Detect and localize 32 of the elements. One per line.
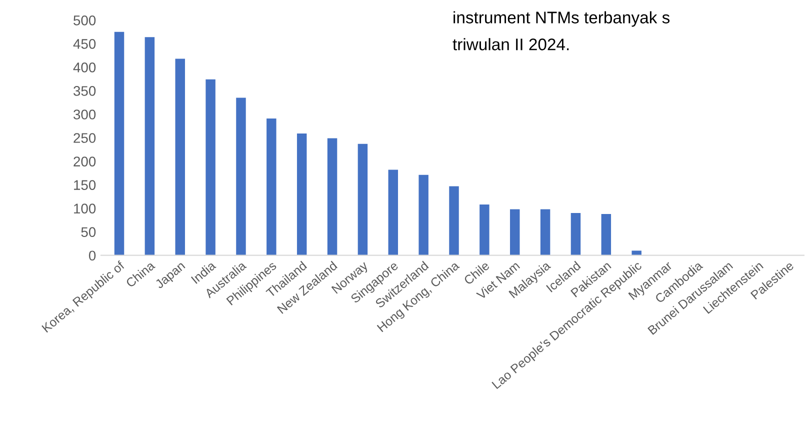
bar	[388, 170, 398, 256]
bar	[327, 138, 338, 256]
y-tick-label: 400	[73, 62, 96, 72]
bar	[206, 79, 216, 256]
y-tick-label: 150	[74, 180, 96, 190]
y-tick-label: 250	[74, 133, 96, 143]
y-tick-label: 0	[88, 250, 96, 261]
y-tick-label: 350	[74, 86, 96, 96]
bar	[601, 214, 612, 256]
y-tick-label: 450	[73, 39, 96, 49]
bar	[632, 250, 642, 256]
bar	[449, 186, 459, 256]
y-tick-label: 200	[74, 156, 96, 166]
bar	[510, 209, 520, 256]
bar	[236, 98, 246, 256]
y-tick-label: 50	[81, 227, 96, 238]
bar	[540, 209, 550, 256]
y-tick-label: 100	[74, 204, 96, 214]
bar	[114, 32, 124, 256]
bar	[570, 213, 581, 256]
bar	[175, 58, 185, 256]
bar	[480, 204, 490, 256]
bar	[358, 144, 368, 256]
bar	[296, 134, 307, 256]
y-tick-label: 500	[74, 15, 96, 26]
bar	[418, 174, 428, 256]
annotation: instrument NTMs terbanyak s	[454, 11, 670, 27]
y-tick-label: 300	[74, 110, 96, 120]
bar	[144, 37, 155, 256]
annotation: triwulan II 2024.	[452, 38, 569, 50]
x-tick-label: Chile	[463, 260, 490, 286]
bar	[266, 118, 276, 256]
